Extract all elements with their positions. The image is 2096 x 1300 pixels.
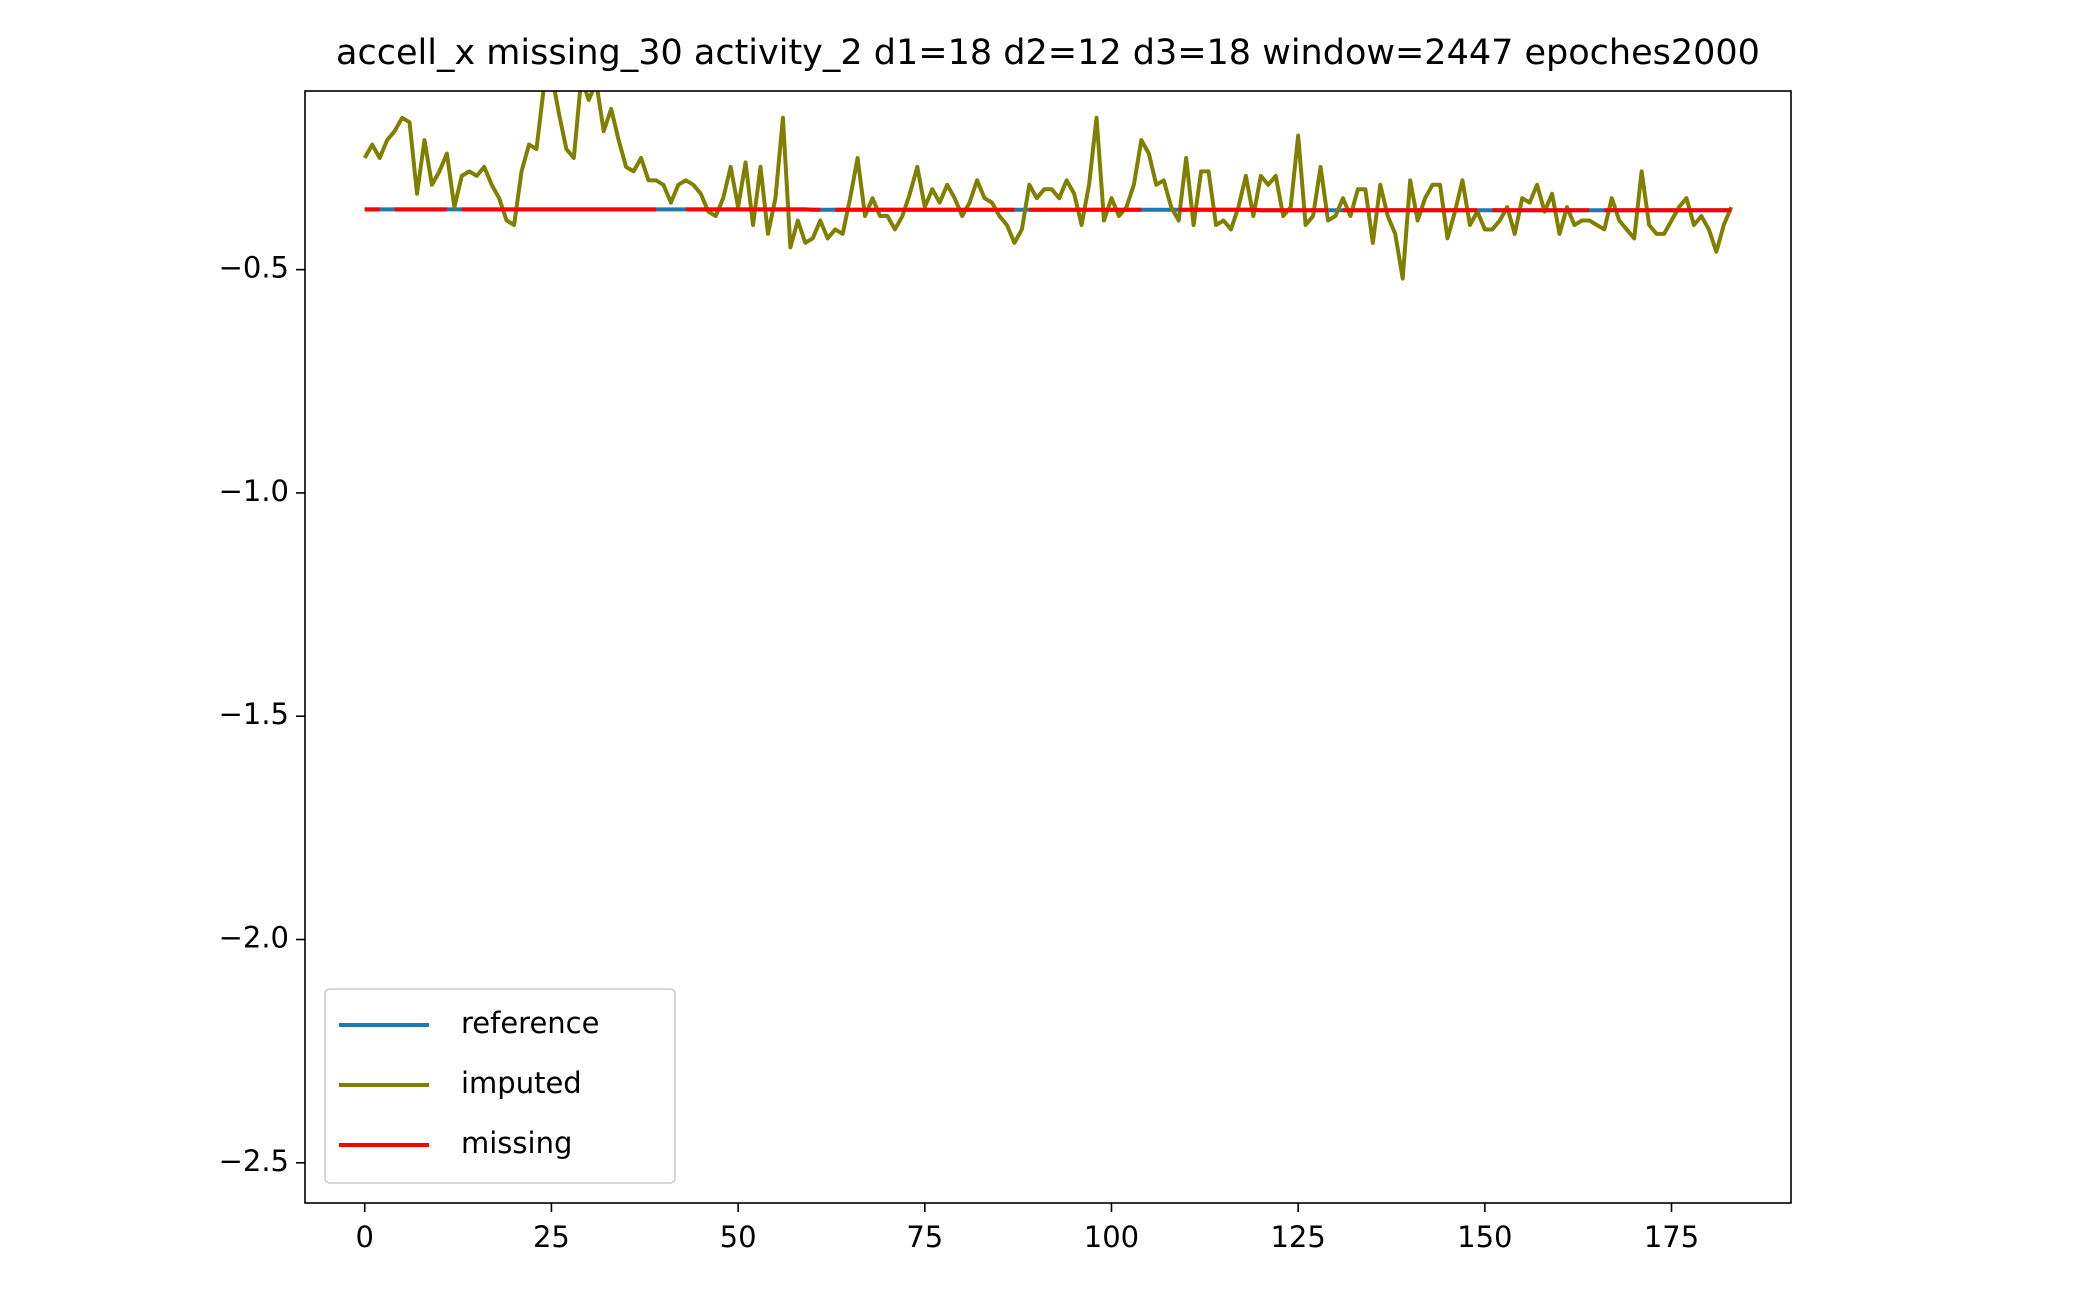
y-tick-label: −2.0	[219, 921, 289, 955]
x-tick-label: 175	[1644, 1220, 1699, 1254]
legend-box	[324, 988, 676, 1184]
legend-label: reference	[461, 1006, 599, 1040]
legend-label: missing	[461, 1126, 572, 1160]
x-tick-label: 150	[1457, 1220, 1512, 1254]
line-series	[364, 207, 1732, 213]
plot-area	[362, 91, 1734, 281]
x-tick-label: 100	[1084, 1220, 1139, 1254]
chart-title: accell_x missing_30 activity_2 d1=18 d2=…	[336, 33, 1760, 73]
legend-label: imputed	[461, 1066, 582, 1100]
y-tick-label: −1.5	[219, 697, 289, 731]
x-tick-label: 0	[356, 1220, 374, 1254]
y-tick-label: −1.0	[219, 474, 289, 508]
x-tick-label: 75	[906, 1220, 943, 1254]
x-tick-label: 25	[533, 1220, 570, 1254]
x-tick-label: 125	[1270, 1220, 1325, 1254]
axes-frame	[304, 90, 1792, 1204]
y-tick-label: −2.5	[219, 1144, 289, 1178]
y-tick-label: −0.5	[219, 251, 289, 285]
line-series	[362, 91, 1734, 281]
x-tick-label: 50	[720, 1220, 757, 1254]
